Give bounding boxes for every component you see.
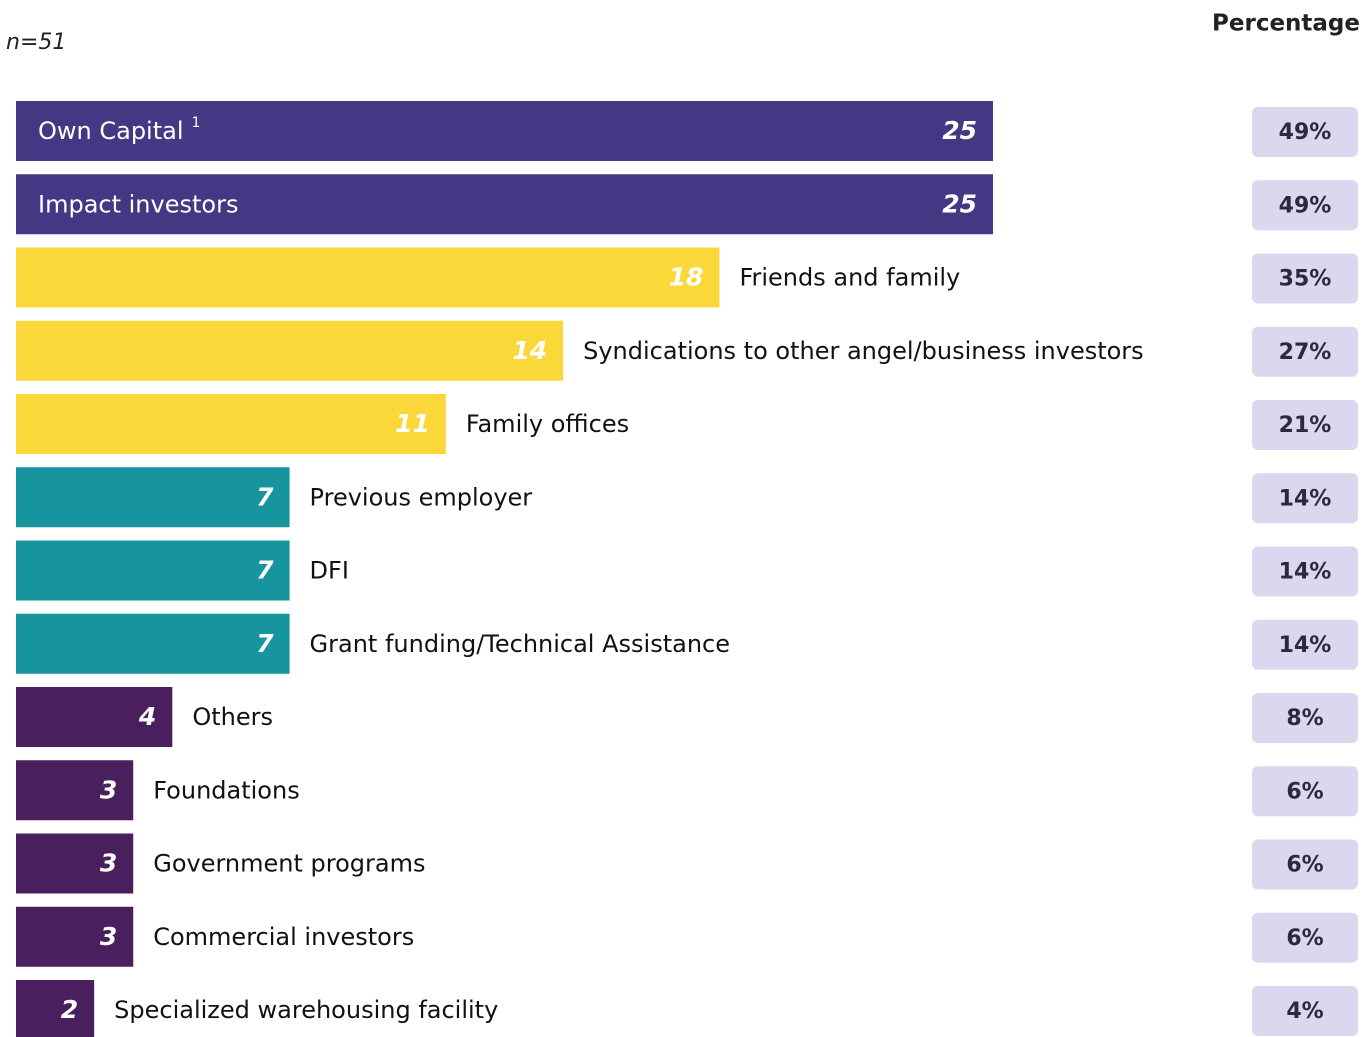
bar xyxy=(16,101,993,161)
percentage-box xyxy=(1252,326,1358,377)
percentage-box xyxy=(1252,253,1358,304)
value-label: 25 xyxy=(942,189,977,218)
value-label: 18 xyxy=(669,263,704,292)
percentage-box xyxy=(1252,473,1358,524)
percentage-label: 35% xyxy=(1279,267,1332,292)
bar xyxy=(16,613,290,674)
bar xyxy=(16,540,290,601)
category-label: Grant funding/Technical Assistance xyxy=(310,630,730,658)
percentage-box xyxy=(1252,107,1358,157)
value-label: 3 xyxy=(100,849,117,878)
percentage-box xyxy=(1252,180,1358,231)
category-label: Friends and family xyxy=(739,264,960,292)
category-label: Commercial investors xyxy=(153,923,414,951)
bar xyxy=(16,833,134,894)
percentage-label: 49% xyxy=(1279,193,1332,218)
bar xyxy=(16,980,95,1037)
percentage-box xyxy=(1252,986,1358,1036)
percentage-label: 14% xyxy=(1279,486,1332,511)
column-title: Percentage xyxy=(1212,11,1360,37)
percentage-label: 6% xyxy=(1286,779,1323,804)
value-label: 3 xyxy=(100,922,117,951)
bar xyxy=(16,467,290,528)
bar xyxy=(16,687,173,747)
percentage-box xyxy=(1252,693,1358,743)
percentage-label: 14% xyxy=(1279,633,1332,658)
percentage-box xyxy=(1252,619,1358,670)
bar xyxy=(16,174,993,235)
category-label: Impact investors xyxy=(38,190,238,218)
percentage-label: 21% xyxy=(1279,413,1332,438)
bar xyxy=(16,394,446,454)
percentage-box xyxy=(1252,839,1358,890)
annotation: 1 xyxy=(192,115,201,131)
category-label: Family offices xyxy=(466,410,629,438)
value-label: 25 xyxy=(942,116,977,145)
percentage-label: 14% xyxy=(1279,560,1332,585)
percentage-label: 6% xyxy=(1286,853,1323,878)
value-label: 4 xyxy=(138,702,156,731)
percentage-label: 8% xyxy=(1286,706,1323,731)
percentage-box xyxy=(1252,400,1358,450)
bar xyxy=(16,247,720,308)
bar xyxy=(16,320,564,381)
value-label: 7 xyxy=(256,629,274,658)
category-label: DFI xyxy=(310,557,349,585)
percentage-label: 27% xyxy=(1279,340,1332,365)
category-label: Foundations xyxy=(153,776,299,804)
category-label: Syndications to other angel/business inv… xyxy=(583,337,1144,365)
category-label: Previous employer xyxy=(310,483,533,511)
value-label: 7 xyxy=(256,556,274,585)
subtitle: n=51 xyxy=(6,30,66,55)
value-label: 7 xyxy=(256,482,274,511)
percentage-label: 4% xyxy=(1286,999,1323,1024)
category-label: Own Capital xyxy=(38,117,184,145)
bar xyxy=(16,906,134,967)
percentage-box xyxy=(1252,766,1358,817)
percentage-box xyxy=(1252,546,1358,597)
category-label: Specialized warehousing facility xyxy=(114,996,498,1024)
value-label: 2 xyxy=(61,995,78,1024)
category-label: Government programs xyxy=(153,850,425,878)
percentage-label: 49% xyxy=(1279,120,1332,145)
category-label: Others xyxy=(192,703,273,731)
percentage-box xyxy=(1252,912,1358,963)
value-label: 14 xyxy=(512,336,547,365)
percentage-label: 6% xyxy=(1286,926,1323,951)
value-label: 11 xyxy=(395,409,430,438)
value-label: 3 xyxy=(100,775,117,804)
bar xyxy=(16,760,134,821)
